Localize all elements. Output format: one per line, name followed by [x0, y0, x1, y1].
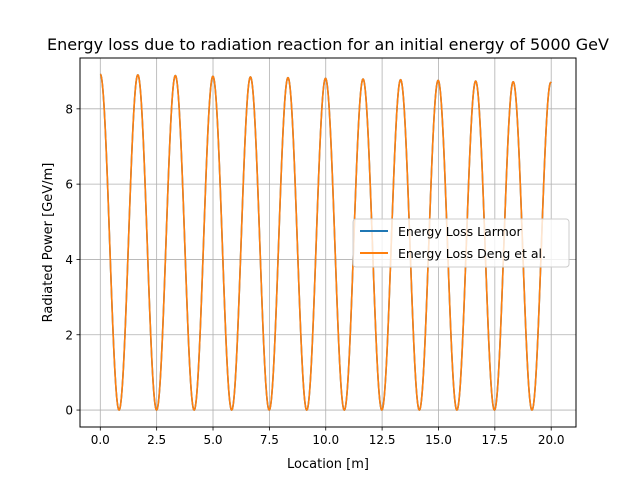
x-tick-label: 17.5 [481, 433, 508, 447]
legend-box [352, 218, 570, 268]
y-axis-ticks: 0 2 4 6 8 [65, 102, 80, 418]
x-tick-label: 10.0 [312, 433, 339, 447]
legend-label-deng: Energy Loss Deng et al. [398, 246, 546, 261]
x-tick-label: 12.5 [369, 433, 396, 447]
series-layer [99, 73, 552, 411]
plot-frame [79, 57, 577, 428]
series-line-deng [99, 73, 552, 411]
y-tick-label: 0 [65, 404, 73, 418]
y-tick-label: 2 [65, 328, 73, 342]
x-tick-label: 20.0 [538, 433, 565, 447]
y-tick-label: 6 [65, 178, 73, 192]
y-tick-label: 8 [65, 102, 73, 116]
x-tick-label: 15.0 [425, 433, 452, 447]
chart-title: Energy loss due to radiation reaction fo… [47, 35, 609, 54]
legend-label-larmor: Energy Loss Larmor [398, 224, 522, 239]
x-tick-label: 2.5 [147, 433, 166, 447]
y-tick-label: 4 [65, 253, 73, 267]
x-tick-label: 5.0 [203, 433, 222, 447]
x-axis-ticks: 0.0 2.5 5.0 7.5 10.0 12.5 15.0 17.5 20.0 [91, 427, 565, 447]
x-tick-label: 7.5 [260, 433, 279, 447]
x-tick-label: 0.0 [91, 433, 110, 447]
y-axis-label: Radiated Power [GeV/m] [41, 163, 56, 323]
x-axis-label: Location [m] [287, 457, 369, 472]
legend: Energy Loss Larmor Energy Loss Deng et a… [352, 218, 570, 268]
